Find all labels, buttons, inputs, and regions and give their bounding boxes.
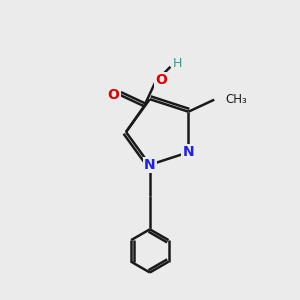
Text: O: O xyxy=(108,88,119,102)
Text: O: O xyxy=(155,73,167,87)
Text: CH₃: CH₃ xyxy=(226,93,247,106)
Text: N: N xyxy=(183,145,194,159)
Text: N: N xyxy=(144,158,156,172)
Text: H: H xyxy=(172,57,182,70)
